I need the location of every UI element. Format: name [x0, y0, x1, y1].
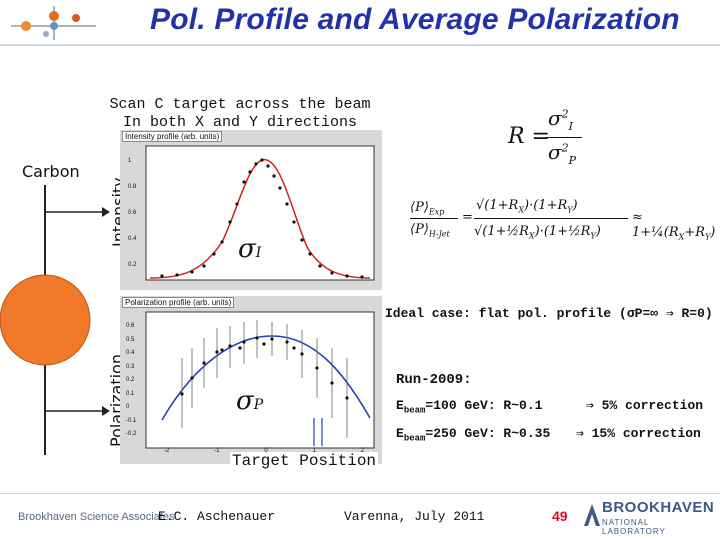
atom-logo-icon	[11, 6, 96, 40]
polarization-ratio-formula: ⟨P⟩Exp ⟨P⟩H-Jet = √(1+RX)·(1+RY) √(1+½RX…	[410, 198, 716, 242]
scan-line-2: In both X and Y directions	[122, 114, 358, 131]
run-line-2: Ebeam=250 GeV: R~0.35	[396, 426, 551, 444]
header-logo	[6, 4, 101, 42]
scan-line-1: Scan C target across the beam	[109, 96, 371, 113]
slide-title: Pol. Profile and Average Polarization	[150, 3, 680, 36]
brookhaven-logo: BROOKHAVEN NATIONAL LABORATORY	[582, 498, 714, 536]
carbon-target-diagram	[0, 185, 110, 455]
run-line-1-result: ⇒ 5% correction	[586, 398, 704, 413]
intensity-plot	[145, 145, 375, 281]
run-line-2-result: ⇒ 15% correction	[576, 426, 701, 441]
intensity-plot-frame: Intensity profile (arb. units) 1 0.8 0.6…	[120, 130, 382, 290]
r-formula: R = σ2I σ2P	[508, 104, 588, 170]
footer-author: E.C. Aschenauer	[158, 509, 276, 524]
ideal-case-text: Ideal case: flat pol. profile (σP=∞ ⇒ R=…	[385, 306, 713, 321]
footer-divider	[0, 493, 720, 494]
page-number: 49	[552, 508, 568, 524]
sigma-p-label: σP	[236, 386, 264, 416]
target-position-label: Target Position	[230, 452, 379, 470]
intensity-yticks: 1 0.8 0.6 0.4 0.2	[128, 158, 137, 268]
polarization-yticks: 0.6 0.5 0.4 0.3 0.2 0.1 0 -0.1 -0.2	[126, 323, 137, 437]
intensity-plot-title: Intensity profile (arb. units)	[122, 131, 223, 142]
sigma-i-label: σI	[238, 234, 262, 264]
polarization-plot	[145, 311, 375, 449]
polarization-plot-frame: Polarization profile (arb. units) 0.6 0.…	[120, 296, 382, 464]
polarization-xticks: -2 -1 0 1 2	[164, 448, 364, 454]
run-line-1: Ebeam=100 GeV: R~0.1	[396, 398, 543, 416]
polarization-plot-title: Polarization profile (arb. units)	[122, 297, 235, 308]
carbon-label: Carbon	[22, 162, 80, 181]
brookhaven-mark-icon	[584, 504, 600, 526]
footer-venue: Varenna, July 2011	[344, 509, 485, 524]
title-divider	[0, 44, 720, 46]
run-2009-title: Run-2009:	[396, 372, 472, 388]
footer-org: Brookhaven Science Associates	[18, 511, 175, 523]
